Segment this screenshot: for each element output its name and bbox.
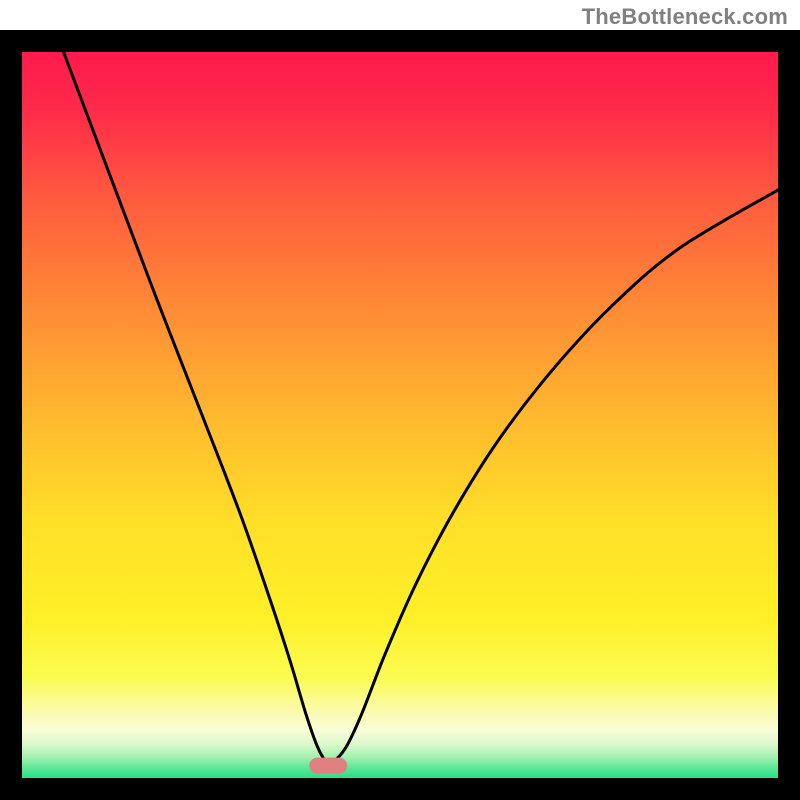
chart-background-gradient [22,52,778,778]
bottleneck-chart: TheBottleneck.com [0,0,800,800]
chart-svg [0,0,800,800]
optimal-point-marker [309,758,347,774]
watermark-text: TheBottleneck.com [582,4,788,30]
